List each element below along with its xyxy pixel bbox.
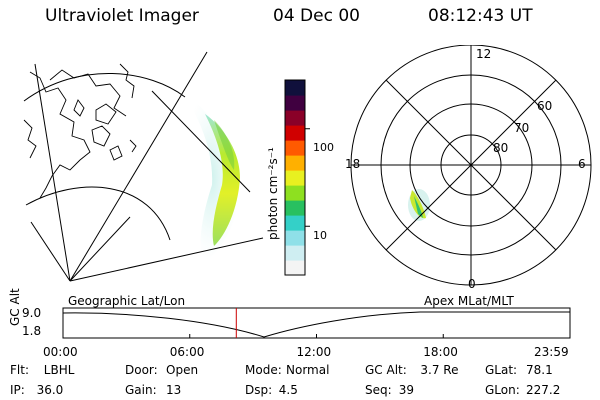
colorbar-scale	[285, 80, 310, 276]
colorbar-swatch	[285, 80, 305, 96]
observation-date: 04 Dec 00	[273, 6, 360, 26]
polar-plot-panel	[350, 45, 592, 286]
parameter-value: 13	[166, 383, 182, 397]
timeline-xtick-label: 23:59	[534, 345, 569, 359]
parameter-value: Normal	[286, 363, 330, 377]
colorbar-swatch	[285, 95, 305, 111]
colorbar-unit-label: photon cm⁻²s⁻¹	[266, 147, 280, 240]
colorbar-tick-label: 10	[313, 229, 327, 242]
colorbar-swatch	[285, 215, 305, 231]
parameter-key: GC Alt:	[365, 363, 407, 377]
geographic-map-panel	[23, 51, 264, 282]
parameter-key: GLon:	[485, 383, 520, 397]
parameter-value: 36.0	[36, 383, 64, 397]
colorbar-swatch	[285, 200, 305, 216]
colorbar-frame	[284, 79, 306, 276]
image-title: Ultraviolet Imager	[45, 6, 199, 26]
parameter-key: GLat:	[485, 363, 518, 377]
colorbar-swatch	[285, 155, 305, 171]
aurora-emission-geographic	[182, 92, 240, 262]
colorbar-swatch	[285, 230, 305, 246]
map-grid-lines	[23, 51, 264, 282]
frame-geographic-label: Geographic Lat/Lon	[68, 294, 186, 308]
colorbar-tick-label: 100	[313, 141, 334, 154]
colorbar-swatch	[285, 110, 305, 126]
mlt-label: 0	[468, 277, 476, 291]
parameter-key: Flt:	[10, 363, 29, 377]
orbit-altitude-timeline	[62, 307, 571, 339]
parameter-key: Dsp:	[245, 383, 273, 397]
timeline-xtick-label: 18:00	[423, 345, 458, 359]
orbit-altitude-curve	[62, 311, 570, 338]
mlt-label: 12	[476, 47, 492, 61]
parameter-value: 227.2	[526, 383, 561, 397]
parameter-key: IP:	[10, 383, 25, 397]
timeline-ytick: 1.8	[22, 324, 42, 338]
timeline-ylabel: GC Alt	[8, 288, 22, 326]
frame-apex-label: Apex MLat/MLT	[424, 294, 514, 308]
colorbar-swatch	[285, 185, 305, 201]
parameter-value: 78.1	[526, 363, 553, 377]
parameter-key: Mode:	[245, 363, 282, 377]
mlat-label: 80	[493, 141, 509, 155]
mlat-label: 70	[514, 121, 530, 135]
parameter-value: 39	[398, 383, 415, 397]
timeline-xtick-label: 12:00	[296, 345, 332, 359]
parameter-value: 3.7 Re	[420, 363, 459, 377]
observation-time: 08:12:43 UT	[428, 6, 533, 26]
mlt-label: 18	[345, 157, 361, 171]
mlat-label: 60	[537, 99, 553, 113]
mlt-label: 6	[578, 157, 586, 171]
parameter-value: 4.5	[278, 383, 298, 397]
colorbar-panel: photon cm⁻²s⁻¹	[266, 79, 310, 276]
colorbar-swatch	[285, 170, 305, 186]
parameter-key: Seq:	[365, 383, 392, 397]
colorbar-swatch	[285, 245, 305, 261]
parameter-value: Open	[166, 363, 199, 377]
parameter-key: Gain:	[125, 383, 157, 397]
timeline-xtick-label: 06:00	[169, 345, 205, 359]
timeline-ytick: 9.0	[22, 306, 42, 320]
colorbar-swatch	[285, 125, 305, 141]
aurora-emission-polar	[408, 189, 430, 221]
timeline-ticks	[62, 334, 571, 338]
parameter-key: Door:	[125, 363, 158, 377]
colorbar-swatch	[285, 260, 305, 276]
coastlines	[23, 63, 137, 199]
parameter-value: LBHL	[43, 363, 75, 377]
polar-grid	[350, 45, 592, 286]
colorbar-swatch	[285, 140, 305, 156]
timeline-xtick-label: 00:00	[43, 345, 78, 359]
